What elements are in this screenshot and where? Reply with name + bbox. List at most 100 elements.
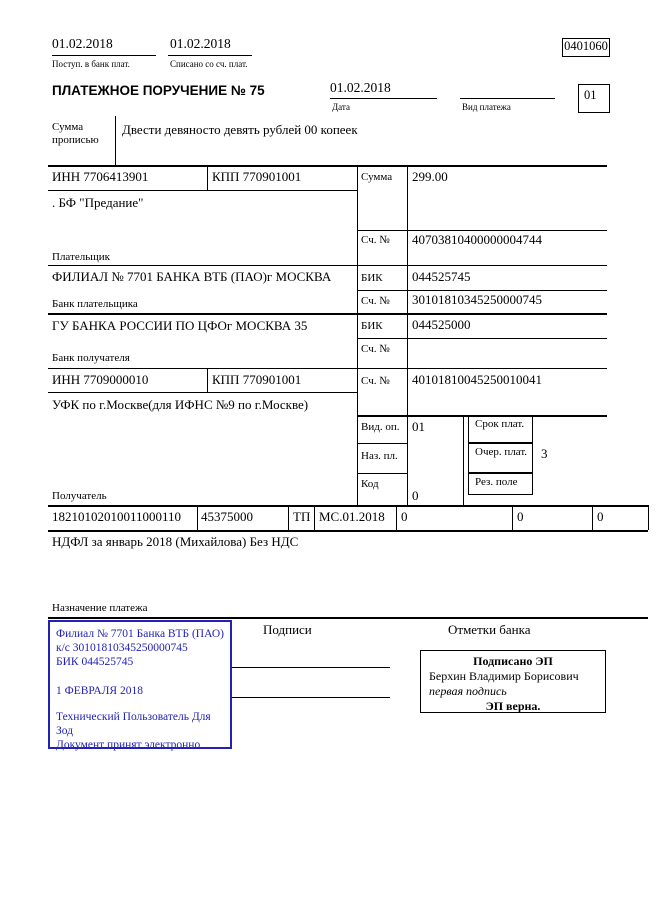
beneficiary-section-label: Получатель xyxy=(52,490,107,502)
payer-bank-bik-value: 044525745 xyxy=(412,269,471,284)
beneficiary-inn: ИНН 7709000010 xyxy=(52,372,149,387)
signature-verified-text: ЭП верна. xyxy=(485,699,541,713)
beneficiary-bank-bik-value: 044525000 xyxy=(412,317,471,332)
table-border xyxy=(314,505,315,530)
beneficiary-bank-bik-label: БИК xyxy=(361,320,383,332)
table-border xyxy=(357,290,607,291)
table-border xyxy=(407,165,408,505)
tax-field-type: 0 xyxy=(597,509,604,524)
payment-purpose-label: Назначение платежа xyxy=(52,602,148,614)
reserve-field-box: Рез. поле xyxy=(468,473,533,495)
payer-bank-bik-label: БИК xyxy=(361,272,383,284)
signatures-label: Подписи xyxy=(263,622,312,637)
payer-bank-account-label: Сч. № xyxy=(361,295,390,307)
table-border xyxy=(357,338,607,339)
bank-electronic-stamp: Филиал № 7701 Банка ВТБ (ПАО) к/с 301018… xyxy=(48,620,232,751)
electronic-signature-stamp: Подписано ЭП Берхин Владимир Борисович п… xyxy=(420,650,606,713)
tax-field-doc-number: 0 xyxy=(401,509,408,524)
signatory-name: Берхин Владимир Борисович xyxy=(429,669,579,683)
form-code-box: 0401060 xyxy=(562,38,610,57)
pay-purpose-label: Наз. пл. xyxy=(361,450,398,462)
payer-section-label: Плательщик xyxy=(52,251,110,263)
status-code-box: 01 xyxy=(578,84,610,113)
tax-field-basis: ТП xyxy=(293,509,311,524)
signature-type: первая подпись xyxy=(429,684,507,698)
date-received-value: 01.02.2018 xyxy=(52,36,113,51)
table-border xyxy=(48,265,607,266)
beneficiary-name: УФК по г.Москве(для ИФНС №9 по г.Москве) xyxy=(52,397,309,412)
bank-marks-label: Отметки банка xyxy=(448,622,531,637)
table-border xyxy=(48,392,357,393)
bank-stamp-spacer xyxy=(56,698,224,710)
payer-kpp: КПП 770901001 xyxy=(212,169,302,184)
bank-stamp-line: БИК 044525745 xyxy=(56,656,134,668)
amount-value: 299.00 xyxy=(412,169,448,184)
table-border xyxy=(48,190,357,191)
beneficiary-account-value: 40101810045250010041 xyxy=(412,372,542,387)
payer-account-label: Сч. № xyxy=(361,234,390,246)
amount-words-value: Двести девяносто девять рублей 00 копеек xyxy=(122,122,358,137)
signature-line xyxy=(232,667,390,668)
due-date-box: Срок плат. xyxy=(468,415,533,443)
payment-order-box: Очер. плат. xyxy=(468,443,533,473)
payer-name: . БФ "Предание" xyxy=(52,195,144,210)
op-type-value: 01 xyxy=(412,419,425,434)
code-value: 0 xyxy=(412,488,419,503)
beneficiary-bank-name: ГУ БАНКА РОССИИ ПО ЦФОг МОСКВА 35 xyxy=(52,318,308,333)
divider-line xyxy=(52,55,156,56)
beneficiary-kpp: КПП 770901001 xyxy=(212,372,302,387)
beneficiary-bank-section-label: Банк получателя xyxy=(52,352,130,364)
divider-line xyxy=(115,116,116,165)
table-border xyxy=(357,415,607,417)
table-border xyxy=(48,313,607,315)
table-border xyxy=(48,368,607,369)
bank-stamp-line: Зод xyxy=(56,725,74,737)
payer-account-value: 40703810400000004744 xyxy=(412,232,542,247)
divider-line xyxy=(330,98,437,99)
payment-type-label: Вид платежа xyxy=(462,102,511,112)
document-date-value: 01.02.2018 xyxy=(330,80,391,95)
table-border xyxy=(48,617,648,619)
table-border xyxy=(357,443,407,444)
beneficiary-bank-account-label: Сч. № xyxy=(361,343,390,355)
date-debited-value: 01.02.2018 xyxy=(170,36,231,51)
table-border xyxy=(648,505,649,530)
table-border xyxy=(357,165,358,505)
bank-stamp-line: Технический Пользователь Для xyxy=(56,711,211,723)
table-border xyxy=(48,530,648,532)
bank-stamp-spacer xyxy=(56,669,224,684)
code-label: Код xyxy=(361,478,379,490)
table-border xyxy=(512,505,513,530)
payer-bank-account-value: 30101810345250000745 xyxy=(412,292,542,307)
tax-field-kbk: 18210102010011000110 xyxy=(52,509,182,524)
amount-words-label: Сумма прописью xyxy=(52,121,99,146)
table-border xyxy=(48,505,648,507)
tax-field-period: МС.01.2018 xyxy=(319,509,385,524)
beneficiary-account-label: Сч. № xyxy=(361,375,390,387)
signature-line xyxy=(232,697,390,698)
table-border xyxy=(288,505,289,530)
payer-bank-section-label: Банк плательщика xyxy=(52,298,138,310)
payment-purpose-text: НДФЛ за январь 2018 (Михайлова) Без НДС xyxy=(52,534,299,549)
op-type-label: Вид. оп. xyxy=(361,421,400,433)
date-received-label: Поступ. в банк плат. xyxy=(52,59,130,69)
divider-line xyxy=(168,55,252,56)
table-border xyxy=(592,505,593,530)
table-border xyxy=(48,165,607,167)
divider-line xyxy=(460,98,555,99)
table-border xyxy=(207,368,208,392)
bank-stamp-line: Документ принят электронно xyxy=(56,739,201,751)
date-label: Дата xyxy=(332,102,350,112)
amount-label: Сумма xyxy=(361,171,393,183)
table-border xyxy=(463,415,464,505)
table-border xyxy=(357,473,407,474)
signature-stamp-title: Подписано ЭП xyxy=(473,654,553,668)
table-border xyxy=(207,165,208,190)
payment-order-value: 3 xyxy=(541,446,548,461)
payer-inn: ИНН 7706413901 xyxy=(52,169,149,184)
table-border xyxy=(197,505,198,530)
tax-field-oktmo: 45375000 xyxy=(201,509,253,524)
document-title: ПЛАТЕЖНОЕ ПОРУЧЕНИЕ № 75 xyxy=(52,83,265,98)
tax-field-doc-date: 0 xyxy=(517,509,524,524)
